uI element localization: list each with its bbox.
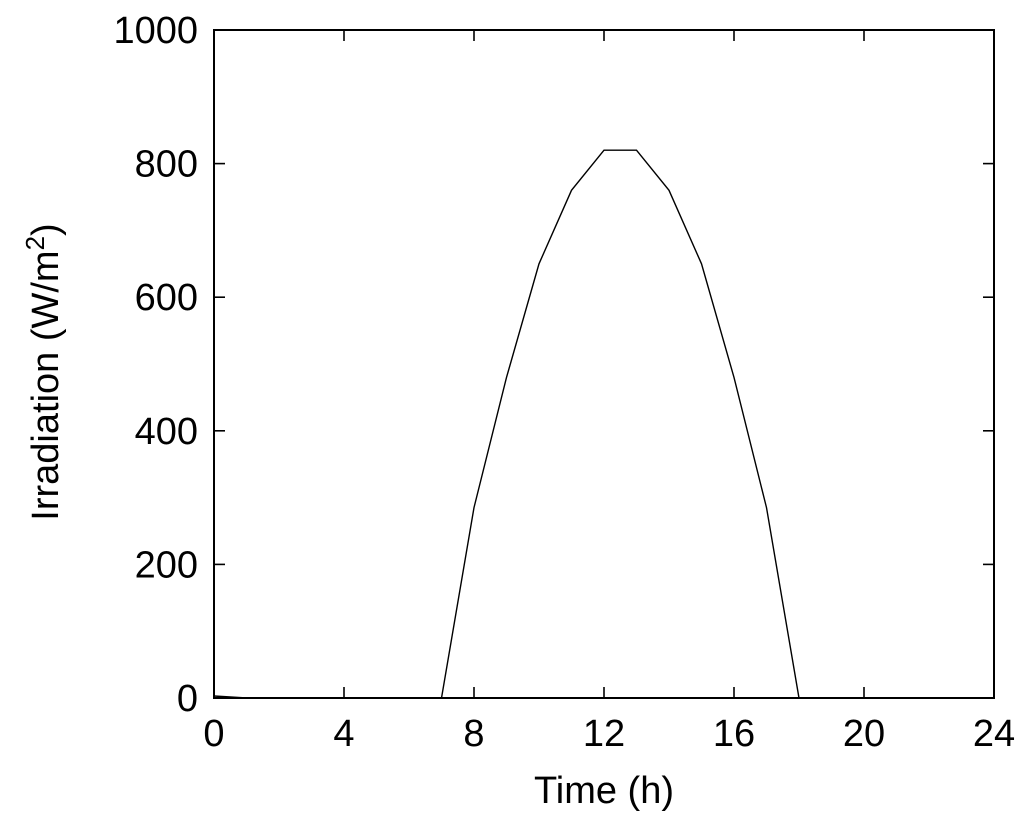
- axis-ticks: [213, 29, 995, 699]
- y-tick-label: 0: [177, 678, 198, 720]
- y-tick-label: 200: [135, 544, 198, 586]
- series-line: [213, 149, 994, 699]
- x-tick-label: 24: [973, 713, 1015, 755]
- tick-labels: 0 4 8 12 16 20 24 0 200 400 600 800 1000: [113, 10, 1015, 755]
- x-axis-label: Time (h): [534, 770, 674, 812]
- x-tick-label: 16: [713, 713, 755, 755]
- x-tick-label: 12: [583, 713, 625, 755]
- y-axis-label: Irradiation (W/m2): [20, 223, 67, 520]
- x-tick-label: 20: [843, 713, 885, 755]
- plot-frame: [213, 29, 995, 699]
- y-tick-label: 1000: [113, 10, 198, 52]
- y-tick-label: 800: [135, 144, 198, 186]
- y-tick-label: 400: [135, 411, 198, 453]
- x-tick-label: 0: [203, 713, 224, 755]
- x-tick-label: 4: [333, 713, 354, 755]
- y-tick-label: 600: [135, 277, 198, 319]
- y-axis-label-superscript: 2: [20, 236, 50, 250]
- x-tick-label: 8: [463, 713, 484, 755]
- y-axis-label-close: ): [25, 223, 67, 236]
- y-axis-label-main: Irradiation (W/m: [25, 250, 67, 520]
